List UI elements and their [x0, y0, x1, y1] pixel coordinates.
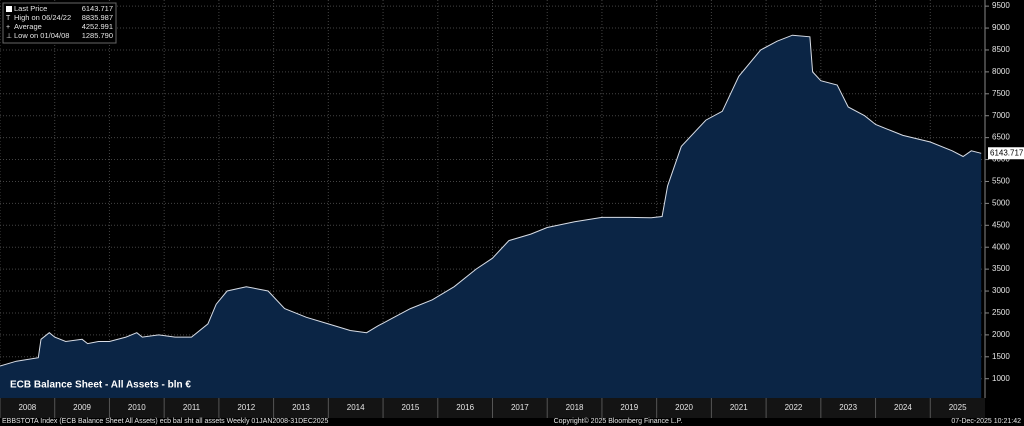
y-tick-label: 5500 [992, 177, 1010, 186]
y-tick-label: 9000 [992, 23, 1010, 32]
y-tick-label: 2000 [992, 330, 1010, 339]
legend-icon [6, 6, 12, 12]
last-price-tag [988, 147, 1024, 160]
legend-label: Average [14, 22, 42, 31]
y-tick-label: 1500 [992, 352, 1010, 361]
x-tick-label: 2020 [675, 403, 693, 412]
y-tick-label: 3500 [992, 264, 1010, 273]
legend-icon: T [6, 15, 11, 22]
y-tick-label: 4000 [992, 242, 1010, 251]
legend-value: 4252.991 [82, 22, 113, 31]
y-tick-label: 2500 [992, 308, 1010, 317]
x-tick-label: 2025 [949, 403, 967, 412]
x-tick-label: 2018 [566, 403, 584, 412]
legend-value: 6143.717 [82, 4, 113, 13]
data-line [0, 34, 982, 367]
x-tick-label: 2009 [73, 403, 91, 412]
y-tick-label: 6500 [992, 133, 1010, 142]
legend-value: 8835.987 [82, 13, 113, 22]
x-tick-label: 2010 [128, 403, 146, 412]
y-tick-label: 4500 [992, 220, 1010, 229]
legend-label: Low on 01/04/08 [14, 31, 69, 40]
x-tick-label: 2015 [402, 403, 420, 412]
x-tick-label: 2022 [785, 403, 803, 412]
x-tick-label: 2016 [456, 403, 474, 412]
y-tick-label: 9500 [992, 1, 1010, 10]
legend-value: 1285.790 [82, 31, 113, 40]
x-tick-label: 2017 [511, 403, 529, 412]
legend-icon: + [6, 24, 10, 31]
y-tick-label: 1000 [992, 374, 1010, 383]
x-tick-label: 2008 [18, 403, 36, 412]
x-tick-label: 2019 [620, 403, 638, 412]
footer-timestamp: 07-Dec-2025 10:21:42 [951, 418, 1021, 425]
x-tick-label: 2013 [292, 403, 310, 412]
footer-copyright: Copyright© 2025 Bloomberg Finance L.P. [554, 417, 683, 425]
y-tick-label: 7500 [992, 89, 1010, 98]
legend-icon: ⊥ [6, 33, 12, 40]
plot-area [0, 0, 985, 398]
y-tick-label: 3000 [992, 286, 1010, 295]
footer-source: EBBSTOTA Index (ECB Balance Sheet All As… [2, 418, 329, 425]
y-tick-label: 5000 [992, 198, 1010, 207]
x-tick-label: 2012 [237, 403, 255, 412]
last-price-label: 6143.717 [990, 148, 1024, 157]
x-tick-label: 2024 [894, 403, 912, 412]
x-tick-label: 2023 [839, 403, 857, 412]
legend-label: High on 06/24/22 [14, 13, 71, 22]
x-tick-label: 2014 [347, 403, 365, 412]
y-tick-label: 8500 [992, 45, 1010, 54]
y-tick-label: 8000 [992, 67, 1010, 76]
legend-box [2, 2, 117, 44]
area-fill [0, 35, 982, 398]
x-tick-label: 2011 [183, 403, 201, 412]
x-tick-label: 2021 [730, 403, 748, 412]
y-tick-label: 7000 [992, 111, 1010, 120]
legend-label: Last Price [14, 4, 47, 13]
chart-title: ECB Balance Sheet - All Assets - bln € [10, 380, 191, 391]
